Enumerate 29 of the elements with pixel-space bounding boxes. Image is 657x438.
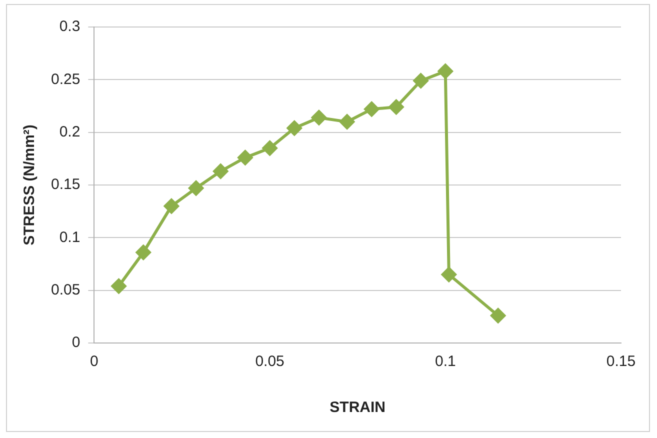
point bbox=[286, 120, 302, 136]
x-axis-title: STRAIN bbox=[330, 399, 386, 416]
y-tick-label: 0.3 bbox=[59, 18, 80, 36]
point bbox=[364, 102, 380, 117]
point bbox=[213, 164, 228, 179]
x-tick-label: 0.15 bbox=[606, 353, 636, 370]
y-tick-label: 0 bbox=[72, 334, 80, 352]
x-tick-label: 0 bbox=[90, 353, 98, 370]
y-tick-label: 0.2 bbox=[59, 123, 80, 140]
point bbox=[136, 244, 151, 260]
y-tick-label: 0.05 bbox=[50, 281, 80, 298]
point bbox=[438, 64, 453, 79]
point bbox=[441, 267, 456, 282]
point bbox=[238, 150, 253, 166]
point bbox=[164, 198, 179, 214]
point bbox=[388, 100, 404, 115]
y-tick-label: 0.25 bbox=[50, 70, 80, 88]
point bbox=[111, 278, 126, 294]
point bbox=[262, 140, 278, 156]
x-tick-label: 0.05 bbox=[255, 353, 284, 370]
point bbox=[490, 308, 506, 324]
point bbox=[413, 73, 428, 88]
x-tick-label: 0.1 bbox=[434, 353, 456, 370]
point bbox=[340, 114, 355, 130]
y-axis-title: STRESS (N/mm²) bbox=[21, 124, 38, 246]
y-tick-label: 0.15 bbox=[50, 176, 80, 194]
point bbox=[188, 180, 204, 196]
point bbox=[311, 110, 326, 126]
y-tick-label: 0.1 bbox=[59, 228, 80, 246]
